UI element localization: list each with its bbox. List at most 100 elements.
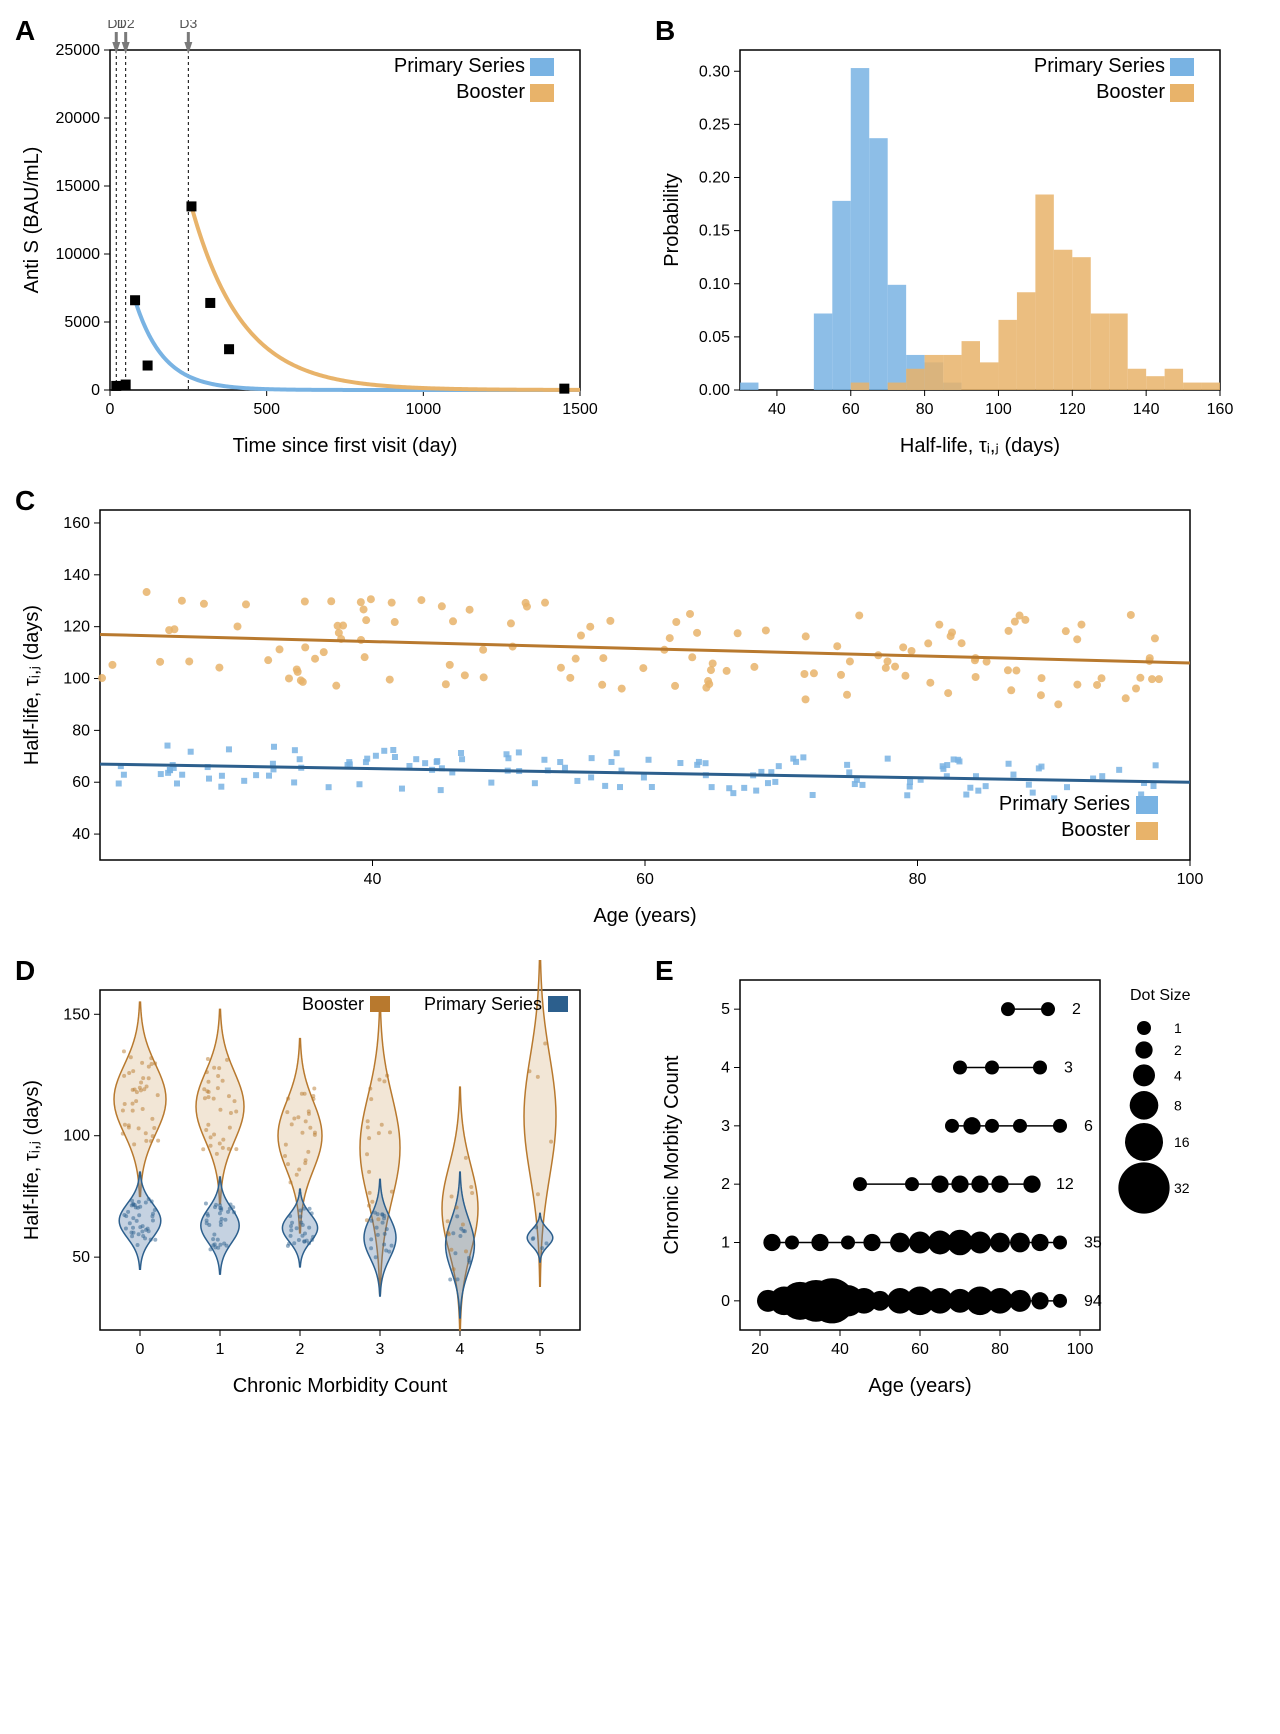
svg-text:5: 5 bbox=[536, 1341, 545, 1358]
svg-text:0.30: 0.30 bbox=[699, 63, 730, 80]
svg-text:Dot Size: Dot Size bbox=[1130, 987, 1191, 1004]
svg-text:4: 4 bbox=[721, 1060, 730, 1077]
svg-text:500: 500 bbox=[253, 401, 280, 418]
svg-text:60: 60 bbox=[72, 774, 90, 791]
svg-text:6: 6 bbox=[1084, 1118, 1093, 1135]
svg-text:120: 120 bbox=[63, 619, 90, 636]
panel-e: E 20406080100012345Age (years)Chronic Mo… bbox=[660, 960, 1260, 1400]
svg-text:3: 3 bbox=[376, 1341, 385, 1358]
svg-text:Primary Series: Primary Series bbox=[1034, 55, 1165, 77]
svg-text:Primary Series: Primary Series bbox=[999, 793, 1130, 815]
svg-text:20: 20 bbox=[751, 1341, 769, 1358]
panel-c-label: C bbox=[15, 485, 35, 517]
svg-text:Half-life, τᵢ,ⱼ (days): Half-life, τᵢ,ⱼ (days) bbox=[21, 1080, 43, 1240]
svg-text:Time since first visit (day): Time since first visit (day) bbox=[233, 435, 458, 457]
svg-text:40: 40 bbox=[364, 871, 382, 888]
svg-text:15000: 15000 bbox=[56, 178, 101, 195]
svg-text:12: 12 bbox=[1056, 1176, 1074, 1193]
svg-text:1: 1 bbox=[1174, 1020, 1182, 1036]
svg-text:Age (years): Age (years) bbox=[868, 1375, 971, 1397]
svg-text:0: 0 bbox=[91, 382, 100, 399]
svg-text:0: 0 bbox=[136, 1341, 145, 1358]
svg-text:100: 100 bbox=[63, 671, 90, 688]
figure-grid: A 0500100015000500010000150002000025000T… bbox=[20, 20, 1260, 1400]
svg-text:60: 60 bbox=[911, 1341, 929, 1358]
svg-text:80: 80 bbox=[72, 722, 90, 739]
svg-text:10000: 10000 bbox=[56, 246, 101, 263]
svg-text:Anti S (BAU/mL): Anti S (BAU/mL) bbox=[21, 147, 43, 294]
svg-text:0.20: 0.20 bbox=[699, 170, 730, 187]
svg-text:35: 35 bbox=[1084, 1235, 1102, 1252]
svg-text:Half-life, τᵢ,ⱼ (days): Half-life, τᵢ,ⱼ (days) bbox=[21, 605, 43, 765]
svg-text:2: 2 bbox=[1174, 1042, 1182, 1058]
svg-text:100: 100 bbox=[63, 1128, 90, 1145]
svg-text:160: 160 bbox=[63, 515, 90, 532]
svg-text:0.05: 0.05 bbox=[699, 329, 730, 346]
svg-text:120: 120 bbox=[1059, 401, 1086, 418]
svg-text:Booster: Booster bbox=[302, 994, 364, 1014]
svg-text:2: 2 bbox=[721, 1176, 730, 1193]
svg-text:100: 100 bbox=[1067, 1341, 1094, 1358]
svg-text:32: 32 bbox=[1174, 1180, 1190, 1196]
panel-c: C 406080100406080100120140160Age (years)… bbox=[20, 490, 1260, 930]
svg-text:140: 140 bbox=[63, 567, 90, 584]
svg-text:Booster: Booster bbox=[456, 81, 525, 103]
svg-text:40: 40 bbox=[831, 1341, 849, 1358]
svg-text:Primary Series: Primary Series bbox=[424, 994, 542, 1014]
svg-text:1000: 1000 bbox=[406, 401, 442, 418]
svg-text:8: 8 bbox=[1174, 1097, 1182, 1113]
svg-text:100: 100 bbox=[985, 401, 1012, 418]
svg-text:Half-life, τᵢ,ⱼ (days): Half-life, τᵢ,ⱼ (days) bbox=[900, 435, 1060, 457]
panel-e-chart: 20406080100012345Age (years)Chronic Morb… bbox=[660, 960, 1240, 1400]
panel-a-chart: 0500100015000500010000150002000025000Tim… bbox=[20, 20, 600, 460]
svg-text:40: 40 bbox=[72, 826, 90, 843]
svg-text:Primary Series: Primary Series bbox=[394, 55, 525, 77]
svg-text:0.00: 0.00 bbox=[699, 382, 730, 399]
svg-text:140: 140 bbox=[1133, 401, 1160, 418]
svg-text:Chronic Morbity Count: Chronic Morbity Count bbox=[661, 1055, 683, 1254]
svg-text:94: 94 bbox=[1084, 1293, 1102, 1310]
svg-text:60: 60 bbox=[636, 871, 654, 888]
svg-text:Booster: Booster bbox=[1096, 81, 1165, 103]
svg-text:2: 2 bbox=[296, 1341, 305, 1358]
svg-text:60: 60 bbox=[842, 401, 860, 418]
panel-d: D 01234550100150Chronic Morbidity CountH… bbox=[20, 960, 620, 1400]
svg-text:0.25: 0.25 bbox=[699, 116, 730, 133]
svg-text:Probability: Probability bbox=[661, 173, 683, 266]
svg-text:25000: 25000 bbox=[56, 42, 101, 59]
panel-a: A 0500100015000500010000150002000025000T… bbox=[20, 20, 620, 460]
panel-b-label: B bbox=[655, 15, 675, 47]
panel-b-chart: 4060801001201401600.000.050.100.150.200.… bbox=[660, 20, 1240, 460]
svg-text:Booster: Booster bbox=[1061, 819, 1130, 841]
svg-text:D2: D2 bbox=[117, 20, 135, 31]
svg-text:4: 4 bbox=[456, 1341, 465, 1358]
svg-text:150: 150 bbox=[63, 1006, 90, 1023]
svg-text:80: 80 bbox=[916, 401, 934, 418]
panel-a-label: A bbox=[15, 15, 35, 47]
svg-text:0.15: 0.15 bbox=[699, 223, 730, 240]
panel-b: B 4060801001201401600.000.050.100.150.20… bbox=[660, 20, 1260, 460]
svg-text:80: 80 bbox=[909, 871, 927, 888]
svg-text:20000: 20000 bbox=[56, 110, 101, 127]
svg-text:5: 5 bbox=[721, 1001, 730, 1018]
svg-text:1500: 1500 bbox=[562, 401, 598, 418]
svg-text:0.10: 0.10 bbox=[699, 276, 730, 293]
svg-text:50: 50 bbox=[72, 1249, 90, 1266]
svg-text:1: 1 bbox=[721, 1235, 730, 1252]
panel-c-chart: 40 60 80 100 40 60 80 100 120 140 160 Age (years) Ha… bbox=[20, 490, 1220, 930]
svg-text:0: 0 bbox=[721, 1293, 730, 1310]
panel-e-label: E bbox=[655, 955, 674, 987]
panel-d-label: D bbox=[15, 955, 35, 987]
svg-text:4: 4 bbox=[1174, 1067, 1182, 1083]
svg-text:80: 80 bbox=[991, 1341, 1009, 1358]
svg-text:D3: D3 bbox=[179, 20, 197, 31]
svg-text:3: 3 bbox=[1064, 1060, 1073, 1077]
svg-text:100: 100 bbox=[1177, 871, 1204, 888]
svg-text:1: 1 bbox=[216, 1341, 225, 1358]
svg-text:2: 2 bbox=[1072, 1001, 1081, 1018]
svg-text:16: 16 bbox=[1174, 1134, 1190, 1150]
svg-text:Age (years): Age (years) bbox=[593, 905, 696, 927]
svg-text:3: 3 bbox=[721, 1118, 730, 1135]
svg-text:0: 0 bbox=[106, 401, 115, 418]
svg-text:Chronic Morbidity Count: Chronic Morbidity Count bbox=[233, 1375, 448, 1397]
